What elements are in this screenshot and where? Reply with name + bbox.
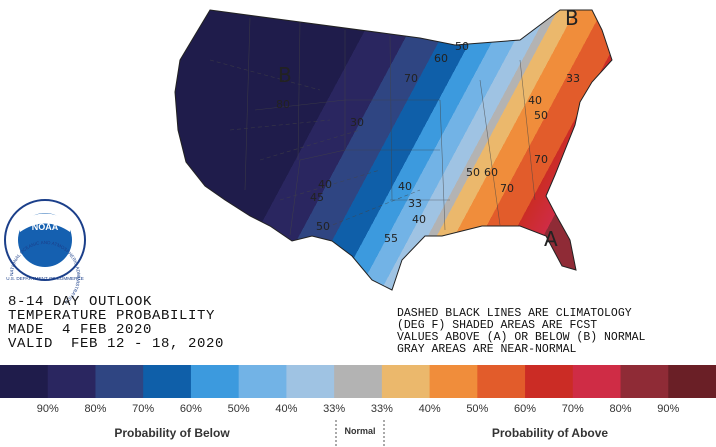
map-label: 45 bbox=[310, 191, 324, 204]
map-label: A bbox=[544, 227, 558, 251]
legend-swatch bbox=[429, 365, 478, 398]
map-label: 40 bbox=[528, 94, 542, 107]
map-label: 50 bbox=[466, 166, 480, 179]
map-label: 70 bbox=[404, 72, 418, 85]
legend-label: 33% bbox=[323, 403, 345, 415]
logo-name: NOAA bbox=[32, 222, 59, 232]
legend-label: 60% bbox=[514, 403, 536, 415]
legend-swatch bbox=[334, 365, 383, 398]
legend-label: 90% bbox=[37, 403, 59, 415]
note-line: DASHED BLACK LINES ARE CLIMATOLOGY bbox=[397, 307, 632, 320]
legend-label: 50% bbox=[228, 403, 250, 415]
map-label: 50 bbox=[316, 220, 330, 233]
note-line: GRAY AREAS ARE NEAR-NORMAL bbox=[397, 343, 577, 356]
legend-swatch bbox=[381, 365, 431, 398]
map-label: 55 bbox=[384, 232, 398, 245]
map-label: 60 bbox=[484, 166, 498, 179]
legend-swatch bbox=[190, 365, 240, 398]
map-label: B bbox=[565, 6, 579, 30]
map-label: 70 bbox=[500, 182, 514, 195]
map-label: 33 bbox=[408, 197, 422, 210]
legend-swatch bbox=[238, 365, 287, 398]
legend-label: 80% bbox=[84, 403, 106, 415]
legend-swatch bbox=[0, 365, 49, 398]
outlook-line: MADE 4 FEB 2020 bbox=[8, 322, 152, 338]
legend-swatch bbox=[572, 365, 622, 398]
legend-swatch bbox=[668, 365, 716, 398]
legend-above-title: Probability of Above bbox=[492, 426, 609, 440]
legend-label: 70% bbox=[562, 403, 584, 415]
outlook-line: VALID FEB 12 - 18, 2020 bbox=[8, 336, 224, 352]
outlook-line: TEMPERATURE PROBABILITY bbox=[8, 308, 215, 324]
state-lines bbox=[209, 17, 536, 236]
outlook-line: 8-14 DAY OUTLOOK bbox=[8, 294, 152, 310]
legend-label: 90% bbox=[657, 403, 679, 415]
map-label: 40 bbox=[412, 213, 426, 226]
legend-swatch bbox=[143, 365, 192, 398]
legend-below-title: Probability of Below bbox=[114, 426, 230, 440]
note-line: (DEG F) SHADED AREAS ARE FCST bbox=[397, 319, 597, 332]
legend-label: 60% bbox=[180, 403, 202, 415]
map-label: 60 bbox=[434, 52, 448, 65]
map-label: 80 bbox=[276, 98, 290, 111]
legend-swatch bbox=[95, 365, 144, 398]
legend-swatch bbox=[286, 365, 335, 398]
map-label: 33 bbox=[566, 72, 580, 85]
map: B B A 80 70 60 50 33 40 50 30 40 45 50 4… bbox=[174, 6, 613, 291]
legend-label: 80% bbox=[610, 403, 632, 415]
legend-label: 40% bbox=[419, 403, 441, 415]
note-line: VALUES ABOVE (A) OR BELOW (B) NORMAL bbox=[397, 331, 646, 344]
map-label: 70 bbox=[534, 153, 548, 166]
map-label: 40 bbox=[318, 178, 332, 191]
notes-text: DASHED BLACK LINES ARE CLIMATOLOGY(DEG F… bbox=[397, 307, 646, 356]
legend: 90% 80% 70% 60% 50% 40% 33% 33% 40% 50% 60% 70% 80% 9… bbox=[0, 365, 716, 415]
map-label: 30 bbox=[350, 116, 364, 129]
legend-normal-title: Normal bbox=[344, 426, 375, 436]
legend-label: 40% bbox=[275, 403, 297, 415]
logo-disc bbox=[18, 213, 72, 267]
map-label: B bbox=[278, 63, 292, 87]
noaa-logo: NOAA NATIONAL OCEANIC AND ATMOSPHERIC AD… bbox=[4, 199, 86, 305]
logo-department: U.S. DEPARTMENT OF COMMERCE bbox=[6, 276, 84, 281]
legend-swatch bbox=[477, 365, 526, 398]
map-label: 50 bbox=[455, 40, 469, 53]
map-label: 40 bbox=[398, 180, 412, 193]
legend-swatch bbox=[525, 365, 574, 398]
legend-label: 50% bbox=[466, 403, 488, 415]
legend-swatch bbox=[620, 365, 669, 398]
legend-label: 33% bbox=[371, 403, 393, 415]
legend-swatch bbox=[47, 365, 96, 398]
map-label: 50 bbox=[534, 109, 548, 122]
legend-label: 70% bbox=[132, 403, 154, 415]
logo-gull bbox=[20, 213, 70, 232]
